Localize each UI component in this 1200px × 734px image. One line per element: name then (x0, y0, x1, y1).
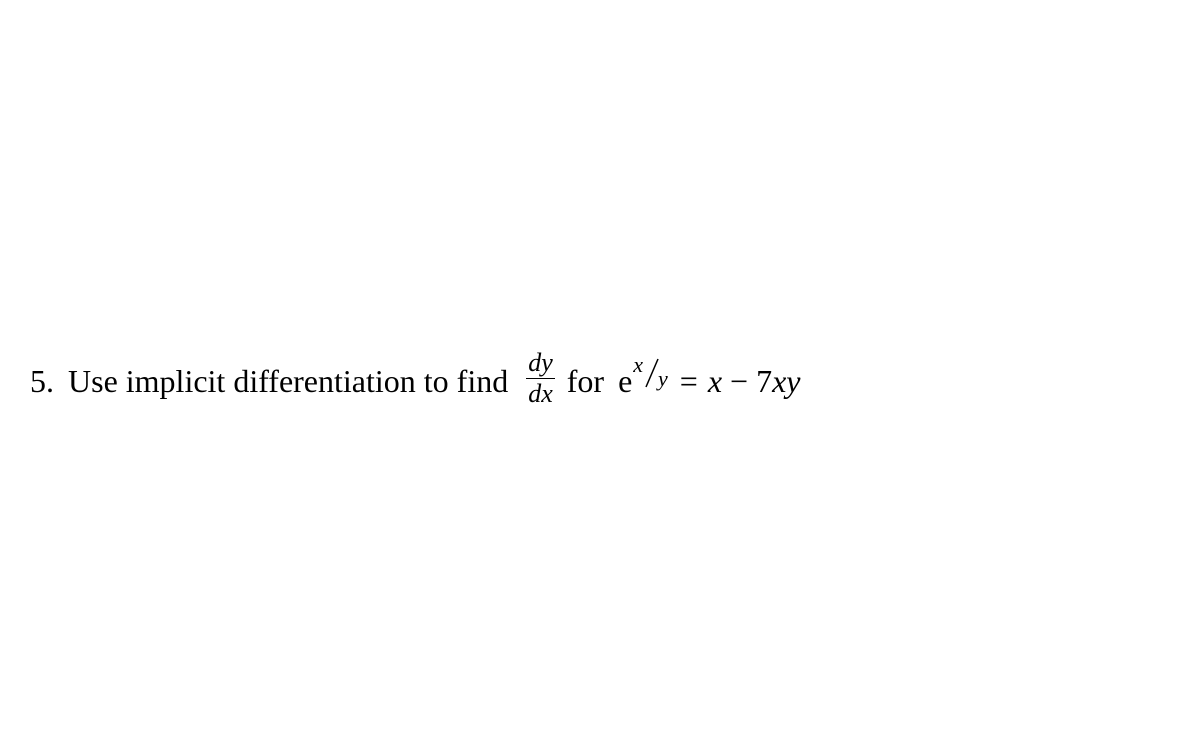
problem-number: 5. (30, 365, 54, 397)
exponent-x-over-y: x y (633, 354, 668, 384)
page: 5. Use implicit differentiation to find … (0, 0, 1200, 734)
problem-text: Use implicit differentiation to find (68, 365, 508, 397)
derivative-fraction: dy dx (526, 350, 555, 407)
rhs-xy: xy (772, 365, 800, 397)
minus-sign: − (730, 365, 748, 397)
rhs-coeff: 7 (756, 365, 772, 397)
base-e: e (618, 365, 632, 397)
exponent-y: y (658, 368, 668, 390)
rhs-x: x (708, 365, 722, 397)
fraction-denominator: dx (526, 379, 555, 407)
for-text: for (567, 365, 604, 397)
equals-sign: = (680, 365, 698, 397)
exponent-x: x (633, 354, 643, 376)
fraction-numerator: dy (526, 350, 555, 379)
problem-line: 5. Use implicit differentiation to find … (30, 352, 801, 409)
